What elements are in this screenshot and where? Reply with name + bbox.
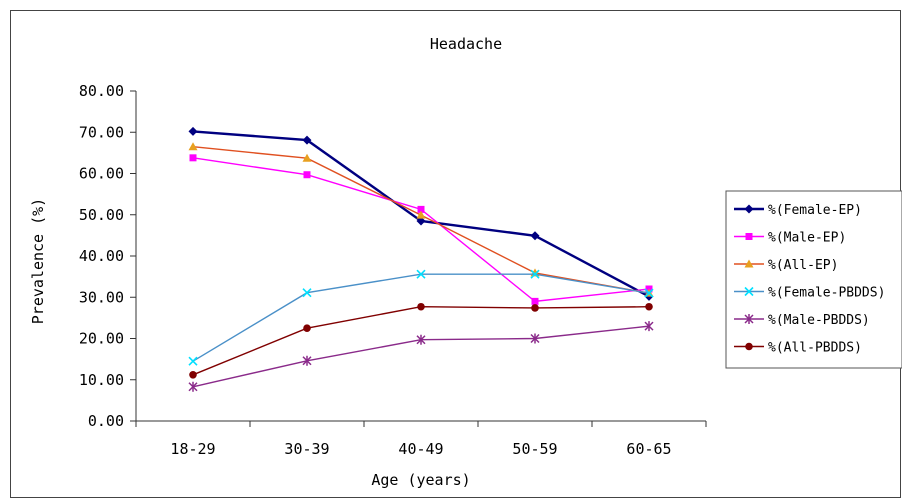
legend-box (725, 190, 902, 369)
legend-label: %(Female-EP) (768, 203, 862, 218)
x-tick-label: 50-59 (512, 440, 557, 458)
series-line (192, 157, 650, 303)
legend-label: %(All-PBDDS) (768, 341, 862, 356)
legend-marker (744, 286, 754, 297)
data-point (188, 381, 198, 392)
chart-area: Headache 0.00 10.00 20.00 30.00 40.00 50.00 60.… (10, 10, 902, 498)
data-point (530, 333, 540, 344)
data-point (188, 142, 198, 151)
legend-label: %(Female-PBDDS) (768, 286, 885, 301)
y-tick-label: 10.00 (79, 371, 124, 389)
data-point (417, 205, 425, 213)
data-point (416, 269, 426, 279)
y-tick-label: 70.00 (79, 123, 124, 141)
data-point (531, 304, 539, 312)
data-point (644, 288, 654, 298)
data-point (644, 321, 654, 332)
data-point (303, 171, 311, 179)
x-axis-title: Age (years) (371, 471, 470, 489)
y-tick-label: 0.00 (88, 412, 124, 430)
legend-marker (744, 259, 754, 268)
data-point (303, 324, 311, 332)
data-point (531, 297, 539, 305)
chart-title: Headache (430, 35, 502, 53)
data-point (302, 288, 312, 298)
data-point (645, 302, 653, 311)
data-point (189, 371, 197, 379)
data-point (416, 210, 426, 219)
data-point (302, 153, 312, 162)
x-tick-label: 18-29 (170, 440, 215, 458)
legend-label: %(Male-EP) (768, 231, 846, 246)
data-point (416, 216, 426, 226)
y-tick-label: 50.00 (79, 206, 124, 224)
data-point (417, 302, 425, 311)
data-point (530, 231, 540, 241)
data-point (302, 355, 312, 366)
data-point (530, 269, 540, 279)
legend-marker (744, 204, 754, 214)
x-tick-label: 40-49 (398, 440, 443, 458)
data-point (188, 126, 198, 136)
legend: %(Female-EP) %(Male-EP) %(All-EP) %(Female-… (725, 190, 902, 369)
data-point (416, 334, 426, 345)
y-tick-label: 20.00 (79, 330, 124, 348)
legend-marker (744, 314, 754, 324)
data-point (188, 356, 198, 366)
legend-label: %(All-EP) (768, 258, 838, 273)
legend-label: %(Male-PBDDS) (768, 313, 870, 328)
legend-marker (745, 233, 753, 240)
data-point (302, 135, 312, 145)
y-axis-title: Prevalence (%) (29, 198, 47, 324)
x-tick-label: 30-39 (284, 440, 329, 458)
data-point (189, 154, 197, 162)
line-chart: Headache 0.00 10.00 20.00 30.00 40.00 50.00 60.… (29, 35, 902, 489)
legend-marker (745, 342, 753, 351)
y-tick-label: 40.00 (79, 247, 124, 265)
series-line (192, 273, 650, 362)
x-tick-label: 60-65 (626, 440, 671, 458)
y-tick-label: 60.00 (79, 165, 124, 183)
y-tick-label: 30.00 (79, 288, 124, 306)
y-tick-label: 80.00 (79, 82, 124, 100)
